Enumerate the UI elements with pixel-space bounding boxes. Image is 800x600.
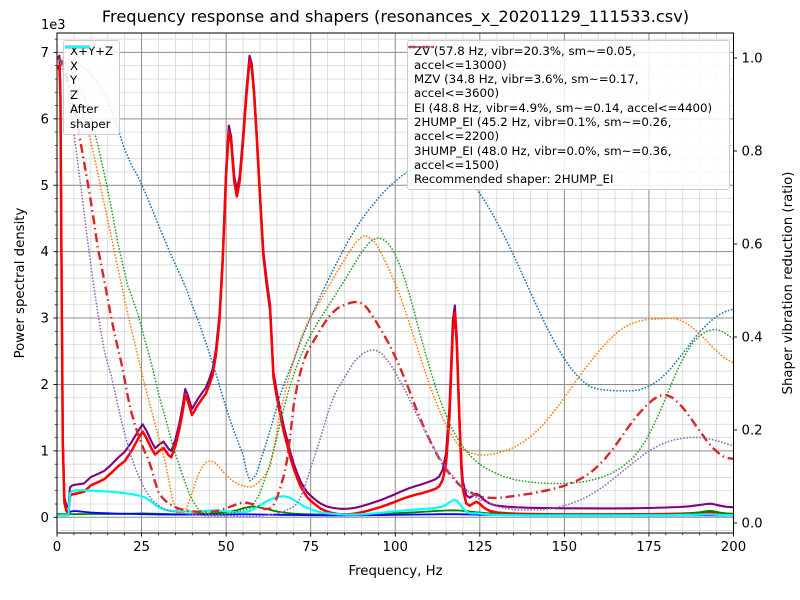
legend-item: 3HUMP_EI (48.0 Hz, vibr=0.0%, sm~=0.36, … xyxy=(408,46,723,172)
y-left-tick-label: 4 xyxy=(41,245,49,260)
curve-ei xyxy=(57,57,734,516)
legend-item: Y xyxy=(65,45,113,88)
legend-item-label: 3HUMP_EI (48.0 Hz, vibr=0.0%, sm~=0.36, … xyxy=(414,143,672,172)
legend-line-sample xyxy=(408,41,435,53)
x-tick-label: 150 xyxy=(552,540,577,555)
curves-group xyxy=(57,54,734,518)
legend-item-label: After shaper xyxy=(70,102,111,131)
x-tick-label: 50 xyxy=(218,540,235,555)
curve-zv xyxy=(57,57,734,482)
x-tick-label: 75 xyxy=(302,540,319,555)
y-left-tick-label: 0 xyxy=(41,511,49,526)
curve-x+y+z xyxy=(57,54,734,510)
y-left-tick-label: 6 xyxy=(41,112,49,127)
legend-item: EI (48.8 Hz, vibr=4.9%, sm~=0.14, accel<… xyxy=(408,46,723,116)
y-right-tick-label: 0.8 xyxy=(742,145,763,160)
y-right-tick-label: 1.0 xyxy=(742,52,763,67)
legend-shapers: ZV (57.8 Hz, vibr=20.3%, sm~=0.05, accel… xyxy=(407,40,730,191)
x-axis-label: Frequency, Hz xyxy=(348,564,443,579)
legend-item: Recommended shaper: 2HUMP_EI xyxy=(414,172,723,187)
y-right-tick-label: 0.6 xyxy=(742,238,763,253)
legend-item-label: MZV (34.8 Hz, vibr=3.6%, sm~=0.17, accel… xyxy=(414,72,639,101)
curve-after-shaper xyxy=(57,489,734,517)
y-right-tick-label: 0.0 xyxy=(742,517,763,532)
legend-item: MZV (34.8 Hz, vibr=3.6%, sm~=0.17, accel… xyxy=(408,46,723,101)
x-tick-label: 25 xyxy=(133,540,150,555)
x-tick-label: 125 xyxy=(467,540,492,555)
x-tick-label: 175 xyxy=(636,540,661,555)
chart-title: Frequency response and shapers (resonanc… xyxy=(101,7,690,26)
legend-line-sample xyxy=(408,46,435,48)
legend-item-label: Recommended shaper: 2HUMP_EI xyxy=(414,172,614,187)
y-axis-left-label: Power spectral density xyxy=(13,207,28,359)
legend-item-label: Z xyxy=(70,88,79,102)
y-right-tick-label: 0.4 xyxy=(742,331,763,346)
y-right-tick-label: 0.2 xyxy=(742,424,763,439)
y-left-tick-label: 7 xyxy=(41,46,49,61)
legend-item: 2HUMP_EI (45.2 Hz, vibr=0.1%, sm~=0.26, … xyxy=(409,45,723,144)
y-left-tick-label: 1 xyxy=(41,444,49,459)
legend-item: ZV (57.8 Hz, vibr=20.3%, sm~=0.05, accel… xyxy=(408,44,723,73)
legend-item-label: EI (48.8 Hz, vibr=4.9%, sm~=0.14, accel<… xyxy=(414,100,713,115)
legend-item-label: 2HUMP_EI (45.2 Hz, vibr=0.1%, sm~=0.26, … xyxy=(414,115,672,144)
x-tick-label: 200 xyxy=(721,540,746,555)
legend-item-label: ZV (57.8 Hz, vibr=20.3%, sm~=0.05, accel… xyxy=(414,44,636,73)
y-axis-right-label: Shaper vibration reduction (ratio) xyxy=(781,171,796,395)
legend-item-label: Y xyxy=(70,73,78,88)
legend-item: X xyxy=(65,45,113,74)
legend-line-sample xyxy=(65,45,90,49)
y-left-tick-label: 5 xyxy=(41,179,49,194)
legend-item: Z xyxy=(65,45,113,103)
legend-item-label: X xyxy=(70,58,79,73)
curve-3hump_ei xyxy=(57,57,734,518)
legend-psd: X+Y+Z X Y Z After shaper xyxy=(63,40,121,135)
x-tick-label: 0 xyxy=(53,540,61,555)
x-tick-label: 100 xyxy=(383,540,408,555)
y-left-tick-label: 2 xyxy=(41,378,49,393)
curve-2hump_ei xyxy=(57,57,734,514)
y-left-tick-label: 3 xyxy=(41,312,49,327)
legend-item: After shaper xyxy=(65,45,113,131)
y-axis-offset-label: 1e3 xyxy=(41,18,66,33)
curve-x xyxy=(57,59,734,516)
